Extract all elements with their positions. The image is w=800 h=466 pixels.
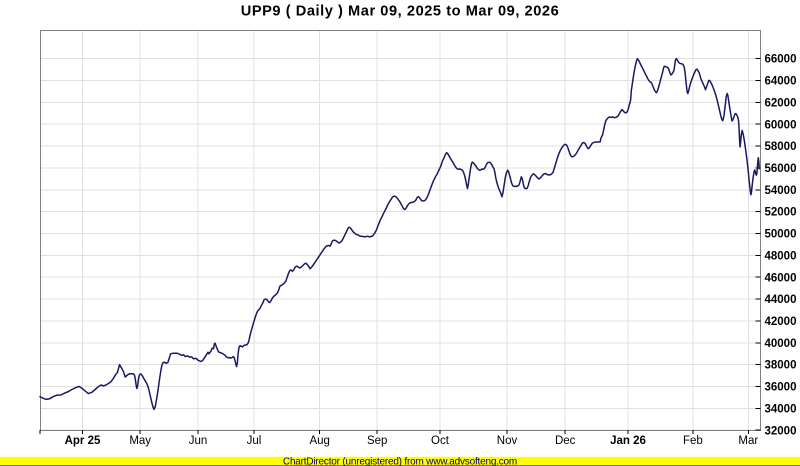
svg-text:Aug: Aug (309, 435, 329, 447)
svg-text:ChartDirector (unregistered) f: ChartDirector (unregistered) from www.ad… (283, 457, 517, 466)
svg-text:58000: 58000 (765, 141, 797, 153)
svg-text:36000: 36000 (765, 382, 797, 394)
svg-text:Apr 25: Apr 25 (65, 435, 101, 447)
svg-text:48000: 48000 (765, 250, 797, 262)
svg-text:Sep: Sep (367, 435, 387, 447)
svg-text:40000: 40000 (765, 338, 797, 350)
svg-text:56000: 56000 (765, 163, 797, 175)
svg-text:66000: 66000 (765, 54, 797, 66)
svg-text:38000: 38000 (765, 360, 797, 372)
svg-text:Oct: Oct (431, 435, 450, 447)
svg-text:52000: 52000 (765, 207, 797, 219)
svg-text:May: May (129, 435, 151, 447)
svg-text:Feb: Feb (683, 435, 703, 447)
svg-text:42000: 42000 (765, 316, 797, 328)
svg-text:62000: 62000 (765, 97, 797, 109)
svg-text:34000: 34000 (765, 404, 797, 416)
svg-text:Jan 26: Jan 26 (610, 435, 646, 447)
svg-text:60000: 60000 (765, 119, 797, 131)
svg-text:46000: 46000 (765, 272, 797, 284)
svg-text:UPP9 ( Daily ) Mar 09, 2025 to: UPP9 ( Daily ) Mar 09, 2025 to Mar 09, 2… (241, 3, 560, 19)
svg-text:Nov: Nov (497, 435, 518, 447)
svg-text:64000: 64000 (765, 76, 797, 88)
svg-text:50000: 50000 (765, 229, 797, 241)
svg-text:Jun: Jun (189, 435, 208, 447)
svg-text:Dec: Dec (555, 435, 576, 447)
svg-text:Mar: Mar (738, 435, 758, 447)
svg-text:44000: 44000 (765, 294, 797, 306)
svg-text:54000: 54000 (765, 185, 797, 197)
svg-text:32000: 32000 (765, 425, 797, 437)
svg-text:Jul: Jul (247, 435, 262, 447)
